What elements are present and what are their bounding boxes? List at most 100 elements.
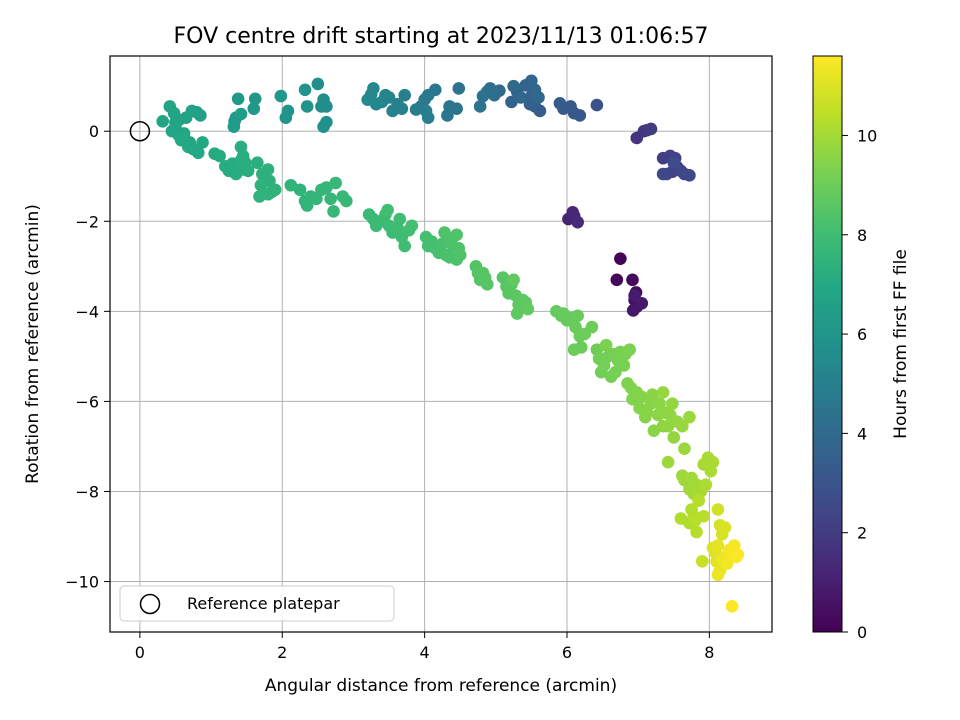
data-point — [711, 503, 725, 516]
data-point — [398, 239, 411, 253]
data-point — [553, 96, 567, 110]
data-point — [300, 100, 314, 113]
data-point — [666, 397, 679, 410]
data-point — [381, 203, 394, 217]
data-point — [683, 169, 696, 182]
y-tick-label: −6 — [75, 392, 99, 411]
x-ticks: 0 2 4 6 8 — [135, 632, 714, 662]
data-point — [409, 103, 423, 116]
data-point — [441, 109, 454, 122]
data-point — [247, 102, 261, 115]
plot-frame — [109, 55, 773, 633]
data-point — [510, 307, 524, 320]
y-tick-label: −10 — [65, 573, 99, 592]
data-point — [718, 521, 732, 534]
data-point — [699, 478, 713, 492]
data-point — [163, 100, 177, 113]
data-point — [236, 149, 250, 163]
colorbar-tick-label: 10 — [857, 126, 877, 145]
data-point — [507, 273, 520, 287]
colorbar-tick-label: 6 — [857, 325, 867, 344]
colorbar-tick-label: 8 — [857, 226, 867, 245]
data-point — [626, 273, 639, 287]
data-point — [610, 273, 624, 287]
data-point — [311, 77, 325, 91]
data-point — [452, 82, 466, 95]
data-point — [678, 442, 691, 456]
data-point — [453, 248, 467, 262]
data-point — [571, 215, 584, 229]
y-ticks: −10 −8 −6 −4 −2 0 — [65, 122, 110, 592]
colorbar-ticks: 0 2 4 6 8 10 — [842, 126, 877, 642]
data-point — [695, 554, 709, 568]
data-point — [298, 83, 312, 97]
data-point — [667, 156, 681, 170]
data-point — [293, 183, 307, 197]
data-point — [248, 92, 262, 106]
x-tick-label: 0 — [135, 643, 145, 662]
data-point — [196, 136, 209, 149]
colorbar-tick-label: 2 — [857, 524, 867, 543]
data-point — [234, 107, 248, 121]
legend-marker — [139, 593, 161, 615]
data-point — [574, 341, 588, 354]
data-point — [661, 455, 675, 469]
data-point — [261, 163, 275, 176]
x-tick-label: 6 — [562, 643, 572, 662]
x-tick-label: 2 — [277, 643, 287, 662]
data-point — [253, 190, 266, 203]
data-point — [251, 156, 264, 170]
data-point — [324, 192, 337, 206]
reference-platepar-marker — [129, 120, 151, 142]
chart-title: FOV centre drift starting at 2023/11/13 … — [174, 24, 709, 49]
x-tick-label: 8 — [704, 643, 714, 662]
data-point — [692, 494, 705, 507]
data-point — [667, 431, 681, 444]
data-point — [241, 164, 255, 178]
legend-box — [119, 585, 395, 622]
data-point — [315, 100, 328, 113]
data-point — [635, 390, 649, 404]
data-point — [711, 539, 725, 552]
data-point — [213, 149, 226, 163]
data-point — [656, 167, 670, 181]
data-point — [646, 388, 659, 401]
data-point — [386, 104, 399, 118]
data-point — [521, 302, 535, 316]
data-point — [317, 120, 330, 134]
data-point — [706, 455, 720, 469]
data-point — [725, 600, 739, 613]
colorbar-tick-label: 0 — [857, 623, 867, 642]
colorbar: 0 2 4 6 8 10 Hours from first FF file — [812, 55, 911, 642]
y-tick-label: −8 — [75, 482, 99, 501]
data-point — [421, 111, 435, 124]
data-point — [327, 205, 340, 218]
data-point — [268, 183, 282, 197]
data-point — [450, 228, 463, 242]
data-point — [585, 320, 599, 334]
data-point — [599, 338, 613, 352]
data-point — [676, 419, 689, 433]
data-point — [690, 525, 703, 539]
y-tick-label: −4 — [75, 302, 99, 321]
data-point — [274, 89, 288, 103]
legend-entry-reference-platepar: Reference platepar — [187, 594, 340, 613]
colorbar-tick-label: 4 — [857, 424, 867, 443]
y-tick-label: −2 — [75, 212, 99, 231]
x-tick-label: 4 — [420, 643, 430, 662]
data-point — [609, 365, 622, 379]
y-axis-label: Rotation from reference (arcmin) — [23, 204, 43, 484]
data-point — [405, 219, 419, 233]
x-axis-label: Angular distance from reference (arcmin) — [265, 676, 617, 696]
data-point — [398, 88, 411, 102]
data-point — [340, 194, 353, 208]
data-point — [628, 289, 641, 302]
data-point — [623, 343, 636, 356]
data-point — [254, 178, 268, 192]
data-point — [683, 410, 696, 424]
grid-lines — [110, 56, 772, 632]
data-point — [361, 93, 374, 106]
reference-marker-group — [129, 120, 151, 142]
data-point — [476, 89, 490, 103]
